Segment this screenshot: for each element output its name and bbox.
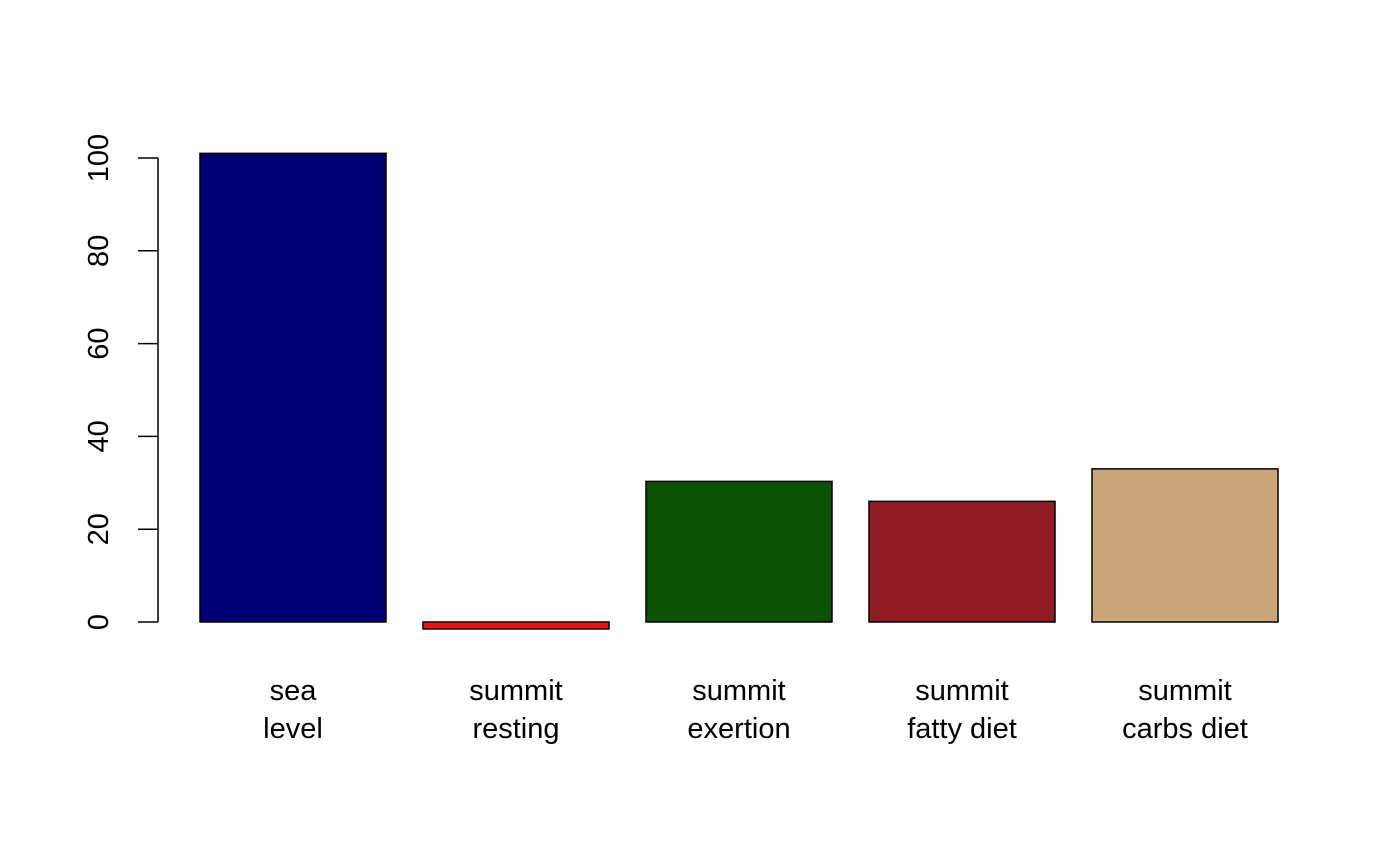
- bar: [645, 480, 833, 623]
- y-tick-label: 20: [83, 513, 115, 545]
- category-label: summit fatty diet: [907, 675, 1017, 745]
- y-tick-label: 80: [83, 235, 115, 267]
- bar: [868, 500, 1056, 623]
- bar: [1091, 468, 1279, 623]
- category-label: summit exertion: [687, 675, 790, 745]
- y-tick-label: 40: [83, 420, 115, 452]
- category-label: sea level: [263, 675, 323, 745]
- category-label-line2: carbs diet: [1122, 713, 1248, 745]
- bar: [199, 152, 387, 623]
- y-tick-label: 60: [83, 327, 115, 359]
- y-axis: 0 20 40 60 80 100: [83, 134, 159, 630]
- category-label-line1: summit: [692, 675, 785, 707]
- category-label-line1: summit: [1138, 675, 1231, 707]
- category-label: summit carbs diet: [1122, 675, 1248, 745]
- category-label-line2: resting: [472, 713, 559, 745]
- bar: [422, 621, 610, 630]
- category-label-line1: summit: [469, 675, 562, 707]
- category-label-line1: summit: [915, 675, 1008, 707]
- y-tick-label: 100: [83, 134, 115, 182]
- bars: [199, 152, 1279, 630]
- category-label-line2: fatty diet: [907, 713, 1017, 745]
- category-label-line2: level: [263, 713, 323, 745]
- category-label: summit resting: [469, 675, 562, 745]
- category-label-line1: sea: [270, 675, 318, 707]
- category-label-line2: exertion: [687, 713, 790, 745]
- y-tick-label: 0: [83, 614, 115, 630]
